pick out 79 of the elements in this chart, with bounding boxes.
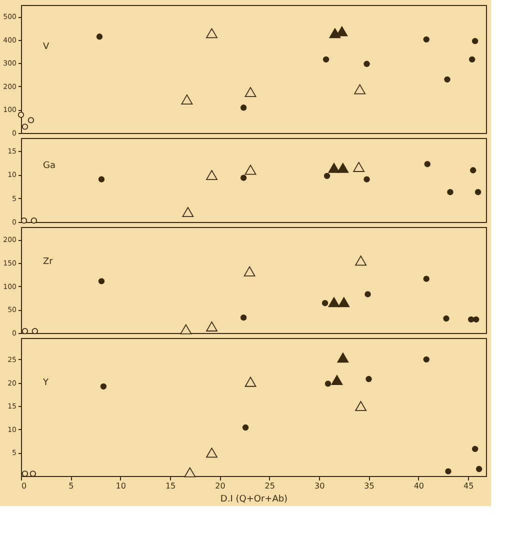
point bbox=[447, 189, 454, 196]
point bbox=[364, 60, 370, 67]
point bbox=[445, 468, 452, 474]
point bbox=[322, 56, 330, 63]
point bbox=[30, 470, 36, 477]
point bbox=[354, 84, 366, 94]
point bbox=[474, 189, 482, 196]
point bbox=[336, 26, 348, 36]
point bbox=[324, 380, 332, 387]
x-tick-label: 25 bbox=[264, 482, 275, 490]
point bbox=[423, 36, 430, 43]
point bbox=[28, 117, 34, 124]
point bbox=[470, 167, 476, 174]
point bbox=[32, 328, 38, 334]
point bbox=[366, 376, 372, 382]
point bbox=[22, 328, 28, 334]
y-axis-title: V bbox=[43, 42, 50, 52]
x-axis-title: D.I (Q+Or+Ab) bbox=[220, 494, 288, 504]
x-tick-label: 10 bbox=[116, 482, 126, 490]
x-tick-label: 40 bbox=[414, 482, 424, 490]
y-axis-title: Ga bbox=[43, 160, 56, 171]
point bbox=[240, 174, 247, 181]
point bbox=[184, 467, 196, 478]
point bbox=[206, 448, 218, 458]
point bbox=[206, 28, 218, 38]
point bbox=[20, 217, 28, 224]
point bbox=[364, 291, 371, 298]
point bbox=[240, 314, 247, 321]
point bbox=[96, 34, 103, 40]
point bbox=[322, 300, 328, 306]
point bbox=[476, 466, 482, 472]
y-axis-title: Y bbox=[42, 378, 49, 388]
point bbox=[100, 383, 107, 390]
point bbox=[423, 356, 430, 363]
point bbox=[98, 278, 105, 284]
point bbox=[443, 315, 450, 322]
point bbox=[423, 276, 430, 282]
point bbox=[22, 470, 28, 477]
x-tick-label: 30 bbox=[314, 482, 325, 490]
point bbox=[244, 266, 256, 276]
point bbox=[244, 87, 256, 98]
y-axis-title: Zr bbox=[43, 256, 54, 267]
point bbox=[328, 162, 340, 173]
point bbox=[206, 321, 218, 332]
x-tick-label: 20 bbox=[215, 482, 226, 490]
point bbox=[18, 112, 24, 118]
point bbox=[242, 424, 249, 431]
x-tick-label: 0 bbox=[22, 482, 27, 490]
x-tick-label: 45 bbox=[464, 482, 474, 490]
point bbox=[181, 94, 193, 104]
point bbox=[206, 170, 218, 180]
point bbox=[472, 446, 478, 452]
point bbox=[337, 162, 349, 173]
point bbox=[355, 401, 366, 412]
x-tick-label: 35 bbox=[364, 482, 374, 490]
point bbox=[355, 256, 366, 266]
point bbox=[180, 324, 192, 334]
point bbox=[364, 176, 370, 182]
point bbox=[424, 161, 430, 168]
point bbox=[244, 376, 256, 387]
point bbox=[337, 352, 349, 363]
point bbox=[328, 297, 340, 308]
point bbox=[244, 164, 256, 175]
point bbox=[30, 217, 38, 224]
point bbox=[472, 38, 478, 44]
point bbox=[353, 162, 365, 172]
point bbox=[331, 374, 343, 385]
point bbox=[444, 76, 450, 83]
point bbox=[468, 316, 474, 323]
point bbox=[338, 297, 350, 308]
point bbox=[98, 176, 105, 182]
point bbox=[182, 207, 194, 218]
point bbox=[240, 104, 247, 111]
point bbox=[324, 172, 330, 180]
point bbox=[22, 124, 28, 130]
point bbox=[472, 316, 480, 323]
x-tick-label: 5 bbox=[68, 482, 74, 490]
x-tick-label: 15 bbox=[165, 482, 176, 490]
point bbox=[468, 56, 476, 63]
